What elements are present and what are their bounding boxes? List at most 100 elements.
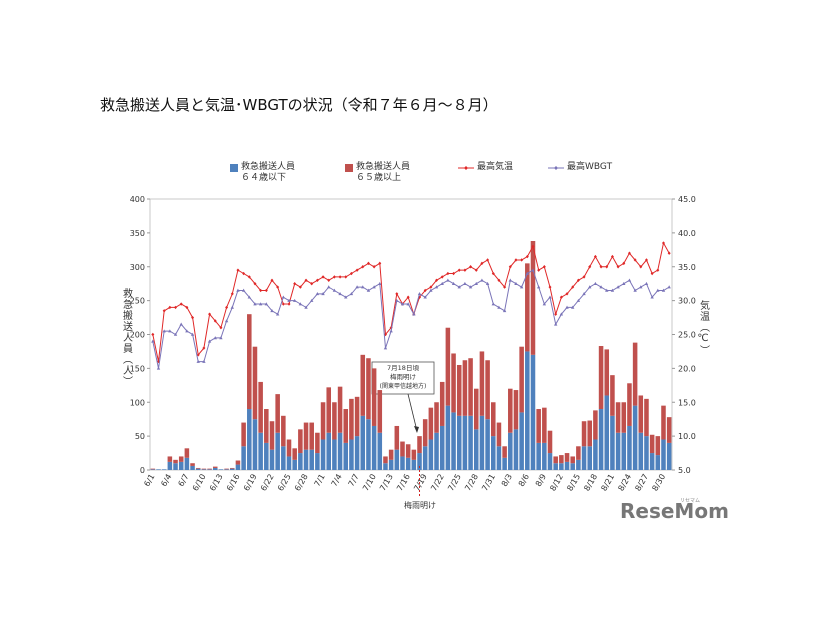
bar [581,421,587,447]
marker [253,302,257,306]
x-tick-label: 6/4 [159,473,173,489]
marker [559,312,564,316]
bar [326,432,331,470]
bar [178,456,184,462]
bar [655,436,661,456]
bar [195,468,201,470]
bar [377,432,383,470]
marker [622,261,626,266]
bar [439,425,445,470]
y2-tick-label: 10.0 [678,432,696,441]
chart-title: 救急搬送人員と気温･WBGTの状況（令和７年６月～８月） [100,96,498,114]
bar [303,449,309,470]
x-tick-label: 7/16 [395,473,412,493]
marker [406,302,410,306]
marker [293,281,297,286]
marker [412,312,416,316]
x-tick-label: 8/30 [650,473,667,493]
bar [190,465,195,470]
bar [564,461,570,470]
marker [548,285,552,289]
bar [400,441,405,457]
bar [320,439,326,470]
bar [627,383,632,426]
bar [150,469,156,470]
marker [230,305,234,309]
marker [378,281,382,285]
marker [571,305,575,309]
bar [354,436,360,470]
line [152,241,670,362]
legend-label: 最高気温 [477,162,514,172]
marker [281,302,285,306]
marker [451,281,456,285]
y2-tick-label: 45.0 [678,195,696,204]
bar [150,468,156,470]
marker [588,265,592,269]
bar [286,456,292,470]
bar [371,368,377,426]
x-tick-label: 8/18 [582,473,599,493]
bar [508,388,513,433]
marker [156,366,161,370]
bar [644,398,649,437]
marker [270,278,274,282]
y-tick-label: 400 [130,195,145,204]
bar [349,439,354,470]
bar [411,449,417,460]
marker [469,265,473,269]
marker [366,261,370,266]
bar [173,463,178,470]
bar [422,419,428,447]
marker [667,285,671,289]
marker [321,292,325,296]
marker [179,302,183,306]
marker [503,285,507,289]
marker [276,285,280,289]
bar [212,466,218,468]
marker [315,292,320,296]
marker [639,265,643,269]
bar [547,430,553,454]
bar [332,439,337,470]
line [152,269,670,369]
marker [168,329,172,333]
bar [178,461,184,470]
bar [303,422,309,450]
marker [247,275,251,279]
x-tick-label: 7/7 [347,473,361,489]
bar [553,463,558,470]
annotation-box [371,361,435,395]
bar [315,432,320,454]
bar [190,463,195,466]
marker [639,285,643,289]
marker [321,275,325,279]
bar [513,429,519,470]
bar [326,387,331,433]
marker [332,275,336,279]
marker [480,278,484,282]
x-tick-label: 6/22 [259,473,276,493]
bar [224,469,229,470]
bar [281,415,286,447]
bar [281,446,286,470]
marker [554,312,558,316]
marker [599,265,603,269]
bar [417,453,422,470]
bar [559,455,564,464]
bar [269,421,275,450]
y2-tick-label: 20.0 [678,364,696,373]
marker [656,288,660,292]
bar [570,456,575,464]
marker [531,244,535,249]
bar [661,405,666,440]
bar [400,456,405,470]
x-tick-label: 7/31 [480,473,497,493]
marker [338,292,342,296]
bar [451,412,456,470]
x-tick-label: 6/7 [176,473,190,489]
bar [485,360,490,420]
bar [422,446,428,470]
marker [593,254,597,259]
bar [559,463,564,470]
